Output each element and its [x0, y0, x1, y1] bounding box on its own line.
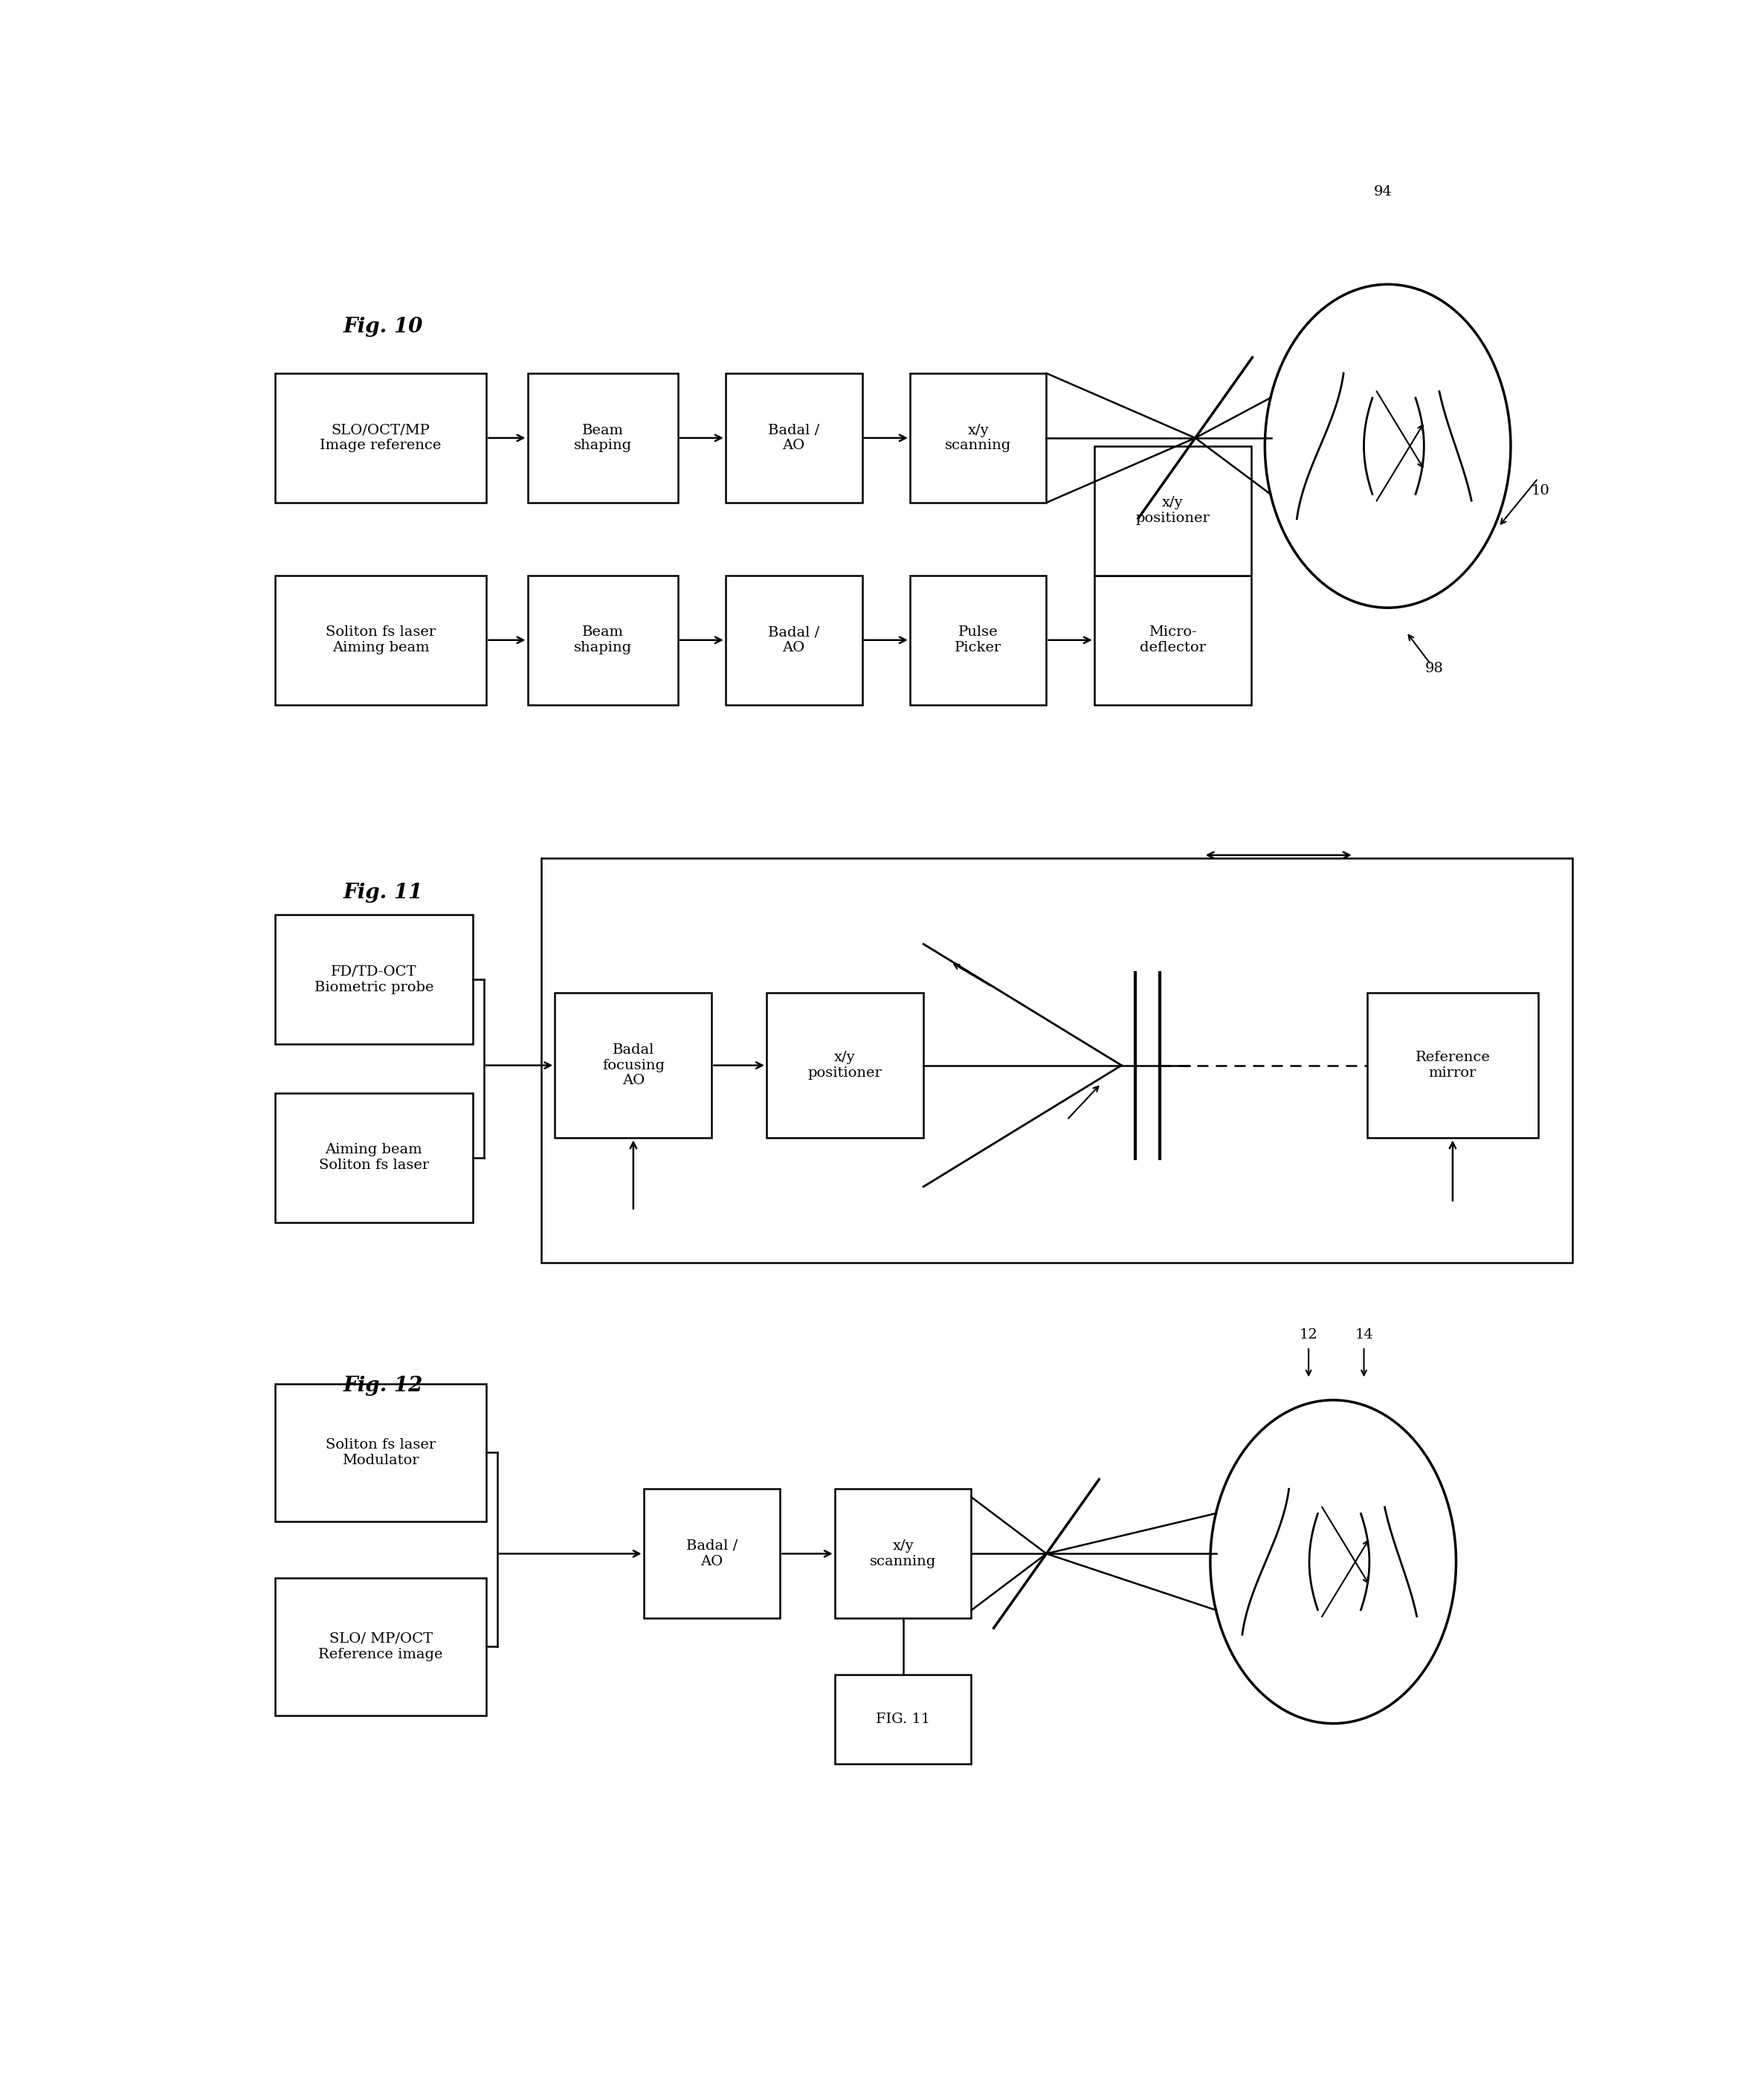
Text: Beam
shaping: Beam shaping — [574, 424, 631, 452]
Text: x/y
scanning: x/y scanning — [870, 1539, 936, 1569]
Text: FIG. 11: FIG. 11 — [876, 1714, 930, 1726]
Text: Badal /
AO: Badal / AO — [768, 626, 819, 655]
Text: 10: 10 — [1531, 485, 1549, 498]
Bar — [1094, 575, 1251, 706]
Text: Fig. 10: Fig. 10 — [344, 317, 423, 336]
Text: SLO/OCT/MP
Image reference: SLO/OCT/MP Image reference — [321, 424, 442, 452]
Text: 98: 98 — [1425, 662, 1443, 676]
Bar — [835, 1489, 971, 1619]
Text: x/y
positioner: x/y positioner — [1136, 496, 1210, 525]
Text: Soliton fs laser
Aiming beam: Soliton fs laser Aiming beam — [326, 626, 435, 655]
Text: Micro-
deflector: Micro- deflector — [1140, 626, 1205, 655]
Bar — [555, 993, 712, 1138]
Text: FD/TD-OCT
Biometric probe: FD/TD-OCT Biometric probe — [314, 966, 433, 993]
Text: Soliton fs laser
Modulator: Soliton fs laser Modulator — [326, 1438, 435, 1468]
Text: x/y
scanning: x/y scanning — [944, 424, 1011, 452]
Bar — [275, 916, 472, 1044]
Bar — [835, 1676, 971, 1764]
Text: Aiming beam
Soliton fs laser: Aiming beam Soliton fs laser — [319, 1142, 428, 1172]
Bar — [275, 1384, 486, 1520]
Text: Badal
focusing
AO: Badal focusing AO — [603, 1044, 664, 1088]
Bar — [766, 993, 923, 1138]
Text: Pulse
Picker: Pulse Picker — [955, 626, 1001, 655]
Text: Badal /
AO: Badal / AO — [685, 1539, 738, 1569]
Text: Badal /
AO: Badal / AO — [768, 424, 819, 452]
Bar — [275, 1577, 486, 1716]
Text: 94: 94 — [1374, 185, 1392, 197]
Bar — [527, 374, 678, 502]
Bar — [1367, 993, 1538, 1138]
Text: x/y
positioner: x/y positioner — [809, 1050, 883, 1079]
Bar — [527, 575, 678, 706]
Text: 14: 14 — [1355, 1327, 1373, 1342]
Bar — [909, 575, 1047, 706]
Bar — [643, 1489, 781, 1619]
Bar — [275, 1092, 472, 1222]
Bar — [1094, 445, 1251, 575]
Text: 12: 12 — [1299, 1327, 1318, 1342]
Bar — [275, 575, 486, 706]
Text: SLO/ MP/OCT
Reference image: SLO/ MP/OCT Reference image — [319, 1632, 442, 1661]
Bar — [726, 374, 862, 502]
Text: Reference
mirror: Reference mirror — [1415, 1050, 1491, 1079]
Bar — [909, 374, 1047, 502]
Text: Fig. 11: Fig. 11 — [344, 882, 423, 903]
Text: Beam
shaping: Beam shaping — [574, 626, 631, 655]
Text: Fig. 12: Fig. 12 — [344, 1376, 423, 1396]
Bar — [726, 575, 862, 706]
Bar — [275, 374, 486, 502]
Bar — [541, 859, 1572, 1262]
